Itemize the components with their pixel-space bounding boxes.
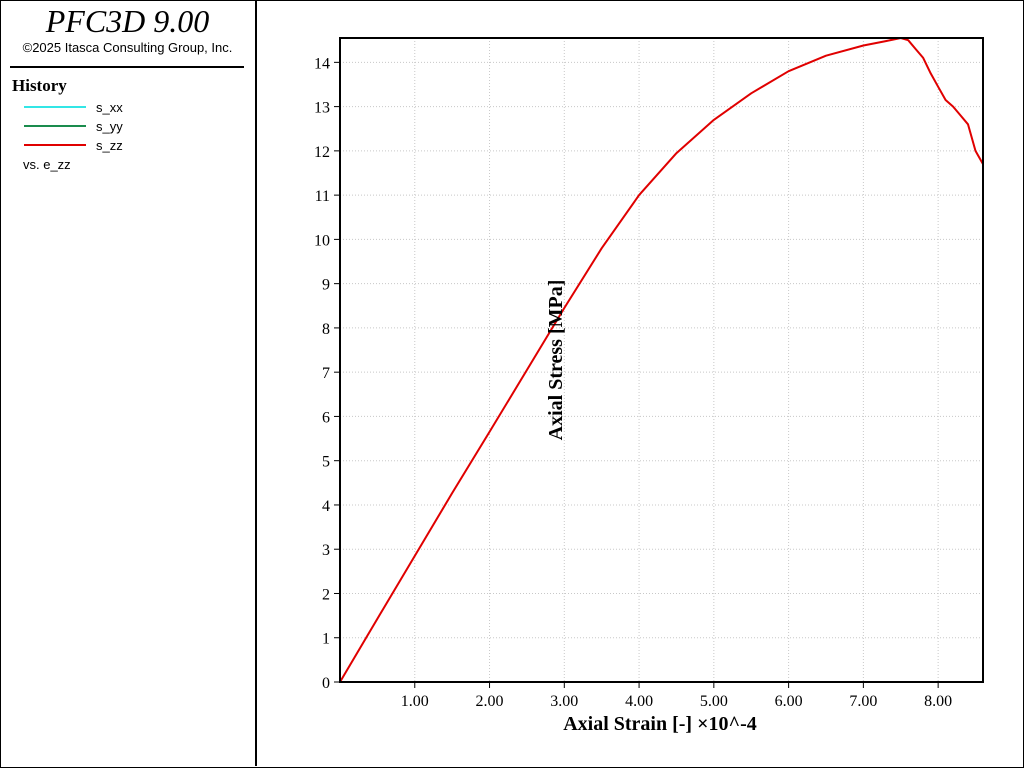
y-tick-label: 4: [322, 498, 330, 515]
x-tick-label: 7.00: [849, 693, 877, 710]
y-tick-label: 9: [322, 277, 330, 294]
legend-swatch-s-zz: [24, 144, 86, 146]
legend-label-s-yy: s_yy: [96, 118, 123, 134]
y-tick-label: 8: [322, 321, 330, 338]
plot-area: 1.00 2.00 3.00 4.00 5.00 6.00 7.00 8.00 0 1 2 3 4 5 6 7…: [258, 0, 1022, 766]
y-tick-label: 2: [322, 586, 330, 603]
series-layer: [339, 37, 984, 683]
vs-label: vs. e_zz: [23, 157, 71, 172]
history-title: History: [12, 76, 67, 95]
legend-label-s-xx: s_xx: [96, 99, 123, 115]
x-tick-label: 2.00: [476, 693, 504, 710]
tick-marks: [334, 61, 939, 688]
x-tick-label: 4.00: [625, 693, 653, 710]
legend-swatch-s-xx: [24, 106, 86, 108]
x-tick-label: 6.00: [775, 693, 803, 710]
legend-item-s-xx: s_xx: [24, 99, 123, 115]
axes-frame: [339, 37, 984, 683]
grid-lines: [340, 38, 983, 682]
x-tick-label: 1.00: [401, 693, 429, 710]
y-tick-label: 13: [314, 100, 330, 117]
y-tick-label: 6: [322, 409, 330, 426]
x-tick-label: 3.00: [550, 693, 578, 710]
tick-labels: 1.00 2.00 3.00 4.00 5.00 6.00 7.00 8.0001234567…: [314, 55, 952, 710]
legend-label-s-zz: s_zz: [96, 137, 123, 153]
app-title: PFC3D 9.00: [45, 3, 210, 39]
x-axis-label: Axial Strain [-] ×10^-4: [563, 713, 757, 735]
y-tick-label: 5: [322, 454, 330, 471]
legend-item-s-zz: s_zz: [24, 137, 123, 153]
legend-item-s-yy: s_yy: [24, 118, 123, 134]
x-tick-label: 8.00: [924, 693, 952, 710]
y-tick-label: 0: [322, 675, 330, 692]
title-divider: [10, 66, 244, 68]
y-tick-label: 1: [322, 631, 330, 648]
y-tick-label: 14: [314, 55, 330, 72]
y-tick-label: 3: [322, 542, 330, 559]
y-tick-label: 11: [315, 188, 330, 205]
legend-panel: PFC3D 9.00 ©2025 Itasca Consulting Group…: [0, 0, 257, 766]
y-tick-label: 7: [322, 365, 330, 382]
legend-swatch-s-yy: [24, 125, 86, 127]
copyright-text: ©2025 Itasca Consulting Group, Inc.: [22, 40, 233, 55]
series-line-s-zz: [339, 37, 984, 683]
history-chart: 1.00 2.00 3.00 4.00 5.00 6.00 7.00 8.0001234567…: [314, 37, 984, 735]
x-tick-label: 5.00: [700, 693, 728, 710]
y-axis-label: Axial Stress [MPa]: [545, 280, 567, 441]
y-tick-label: 12: [314, 144, 330, 161]
y-tick-label: 10: [314, 232, 330, 249]
